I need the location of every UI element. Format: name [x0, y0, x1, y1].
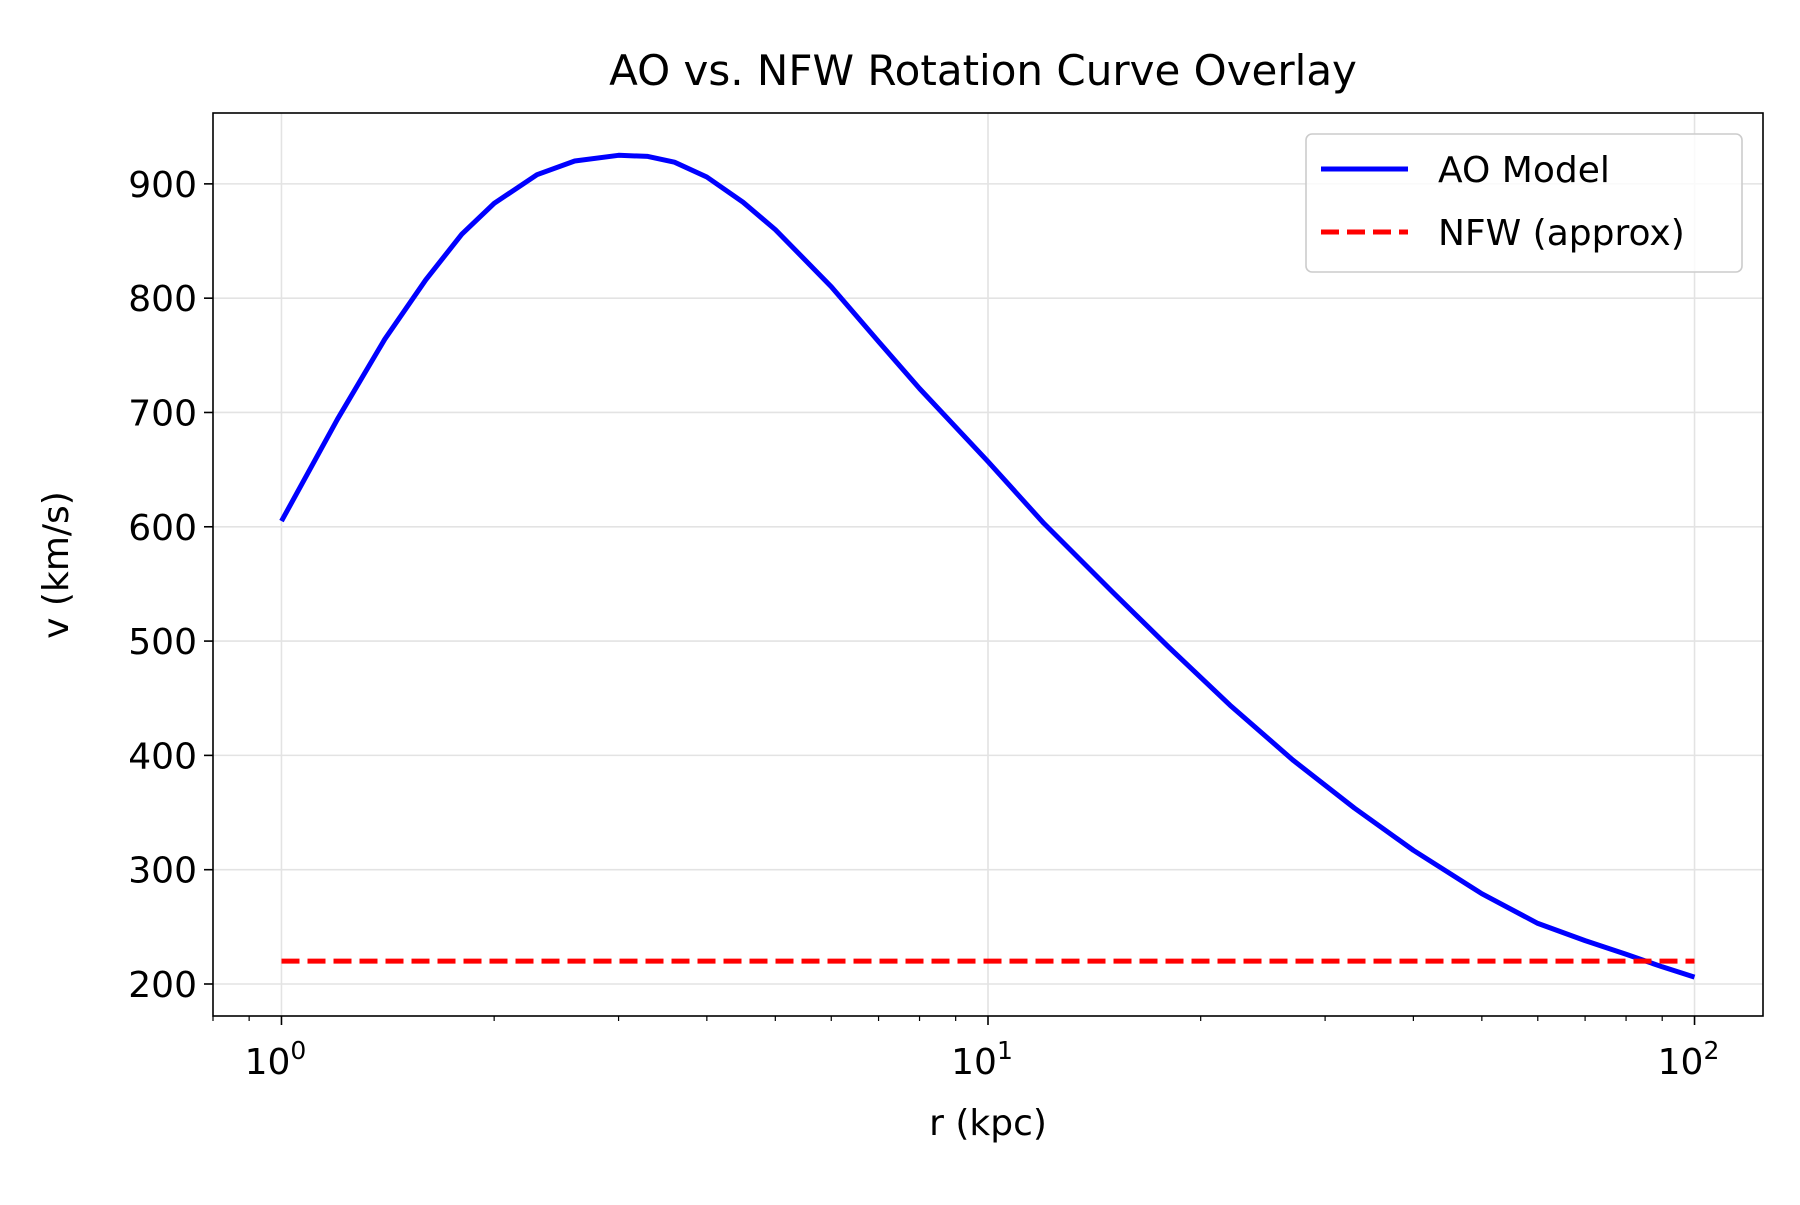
legend-label-nfw-approx: NFW (approx) — [1438, 213, 1685, 254]
grid-lines — [213, 113, 1763, 1016]
x-tick-label: 100 — [245, 1036, 307, 1083]
y-tick-label: 900 — [128, 165, 197, 206]
x-axis-label: r (kpc) — [929, 1103, 1047, 1144]
y-tick-label: 700 — [128, 393, 197, 434]
x-tick-label: 101 — [951, 1036, 1013, 1083]
legend: AO Model NFW (approx) — [1305, 133, 1743, 273]
y-tick-label: 800 — [128, 279, 197, 320]
y-tick-label: 600 — [128, 508, 197, 549]
series-line-ao-model — [279, 152, 1696, 980]
y-tick-label: 400 — [128, 736, 197, 777]
y-tick-label: 300 — [128, 851, 197, 892]
series-layer — [279, 152, 1696, 980]
y-axis-label: v (km/s) — [36, 491, 77, 639]
y-tick-label: 200 — [128, 965, 197, 1006]
legend-box — [1305, 133, 1743, 273]
axis-ticks: 200 300 400 500 600 700 800 900 100 101 102 — [128, 165, 1719, 1083]
y-tick-label: 500 — [128, 622, 197, 663]
x-tick-label: 102 — [1658, 1036, 1720, 1083]
legend-label-ao-model: AO Model — [1438, 150, 1610, 191]
chart-title: AO vs. NFW Rotation Curve Overlay — [609, 46, 1357, 95]
